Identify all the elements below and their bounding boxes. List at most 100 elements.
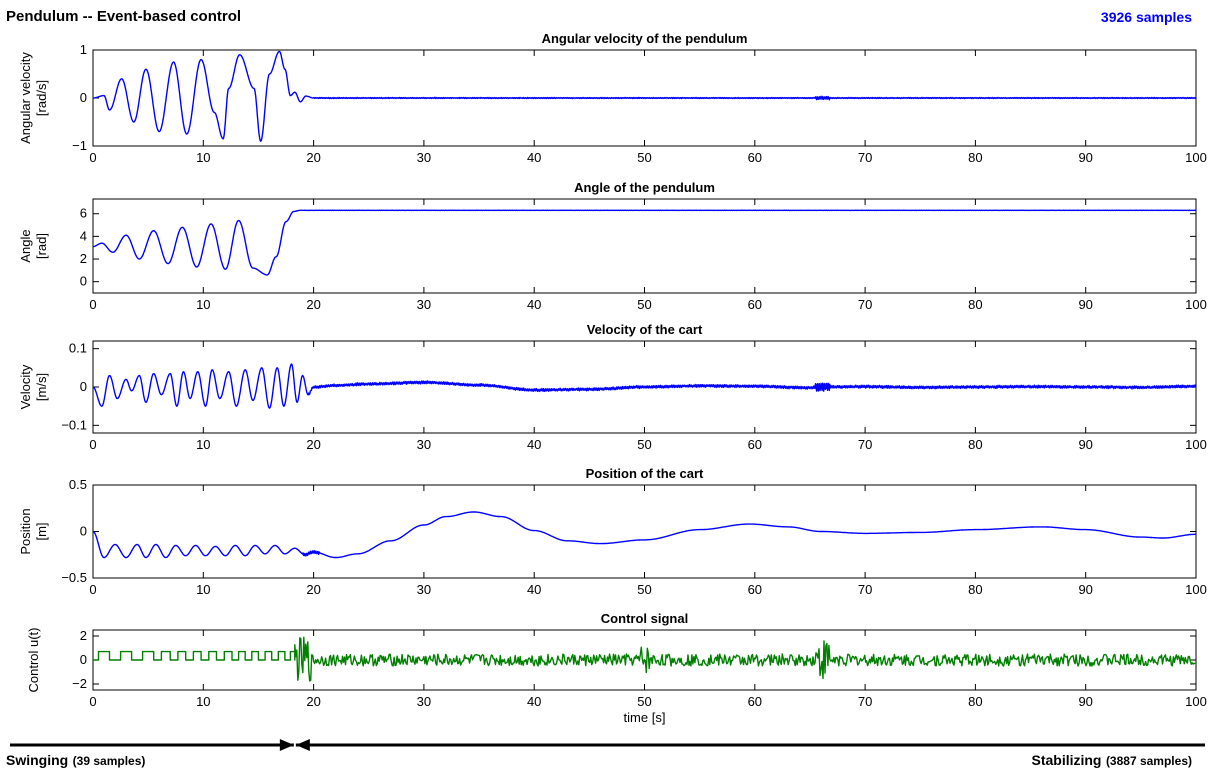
panel-3-series-line <box>92 363 1197 409</box>
panel-4-ytick-label: −0.5 <box>61 570 87 585</box>
panel-4-series-line <box>92 511 1197 559</box>
panel-5-xtick-label: 90 <box>1078 694 1092 709</box>
panel-5-xlabel: time [s] <box>624 710 666 725</box>
swinging-phase-label: Swinging (39 samples) <box>6 752 145 770</box>
panel-2-ylabel: Angle <box>18 229 33 262</box>
panel-5-xtick-label: 20 <box>306 694 320 709</box>
panel-4-xtick-label: 20 <box>306 582 320 597</box>
panel-3-xtick-label: 20 <box>306 437 320 452</box>
panel-1-xtick-label: 40 <box>527 150 541 165</box>
panel-5-ytick-label: 2 <box>80 628 87 643</box>
panel-4-xtick-label: 0 <box>89 582 96 597</box>
panel-4-title: Position of the cart <box>586 466 704 481</box>
panel-3-xtick-label: 40 <box>527 437 541 452</box>
panel-2-series-line <box>92 209 1197 276</box>
panel-3-xtick-label: 50 <box>637 437 651 452</box>
panel-4-xtick-label: 10 <box>196 582 210 597</box>
panel-5-title: Control signal <box>601 611 688 626</box>
panel-2-xtick-label: 30 <box>417 297 431 312</box>
panel-4-axes-box <box>92 484 1197 579</box>
panel-3-xtick-label: 80 <box>968 437 982 452</box>
panel-4-xtick-label: 50 <box>637 582 651 597</box>
panel-2-xtick-label: 70 <box>858 297 872 312</box>
panel-2-axes-box <box>92 198 1197 294</box>
panel-4-ytick-label: 0.5 <box>69 477 87 492</box>
panel-1-xtick-label: 10 <box>196 150 210 165</box>
panel-2-xtick-label: 0 <box>89 297 96 312</box>
panel-4-xtick-label: 30 <box>417 582 431 597</box>
panel-3-xtick-label: 10 <box>196 437 210 452</box>
stabilizing-phase-label: Stabilizing (3887 samples) <box>1031 752 1192 770</box>
panel-1-ytick-label: 1 <box>80 42 87 57</box>
panel-3-ylabel: Velocity <box>18 364 33 409</box>
panel-5-xtick-label: 100 <box>1185 694 1207 709</box>
panel-5-ytick-label: 0 <box>80 652 87 667</box>
panel-2-xtick-label: 80 <box>968 297 982 312</box>
panel-2-xtick-label: 90 <box>1078 297 1092 312</box>
panel-2-xtick-label: 50 <box>637 297 651 312</box>
panel-1-ytick-label: 0 <box>80 90 87 105</box>
panel-3-ytick-label: 0 <box>80 379 87 394</box>
panel-4-xtick-label: 60 <box>748 582 762 597</box>
panel-3-xtick-label: 100 <box>1185 437 1207 452</box>
panel-3-xtick-label: 30 <box>417 437 431 452</box>
panel-3-xtick-label: 60 <box>748 437 762 452</box>
panel-5-xtick-label: 80 <box>968 694 982 709</box>
swinging-arrowhead-icon <box>279 739 294 751</box>
stabilizing-label: Stabilizing <box>1031 752 1102 768</box>
panel-1-xtick-label: 90 <box>1078 150 1092 165</box>
panel-3-ytick-label: −0.1 <box>61 417 87 432</box>
stabilizing-count: (3887 samples) <box>1105 754 1192 768</box>
panel-1-ylabel: [rad/s] <box>34 80 49 116</box>
panel-2-ytick-label: 2 <box>80 251 87 266</box>
panel-1-xtick-label: 0 <box>89 150 96 165</box>
panel-4-ylabel: Position <box>18 508 33 554</box>
panel-2-ytick-label: 0 <box>80 274 87 289</box>
panel-1-xtick-label: 70 <box>858 150 872 165</box>
panel-1-xtick-label: 20 <box>306 150 320 165</box>
panel-3-title: Velocity of the cart <box>587 322 703 337</box>
panel-5-xtick-label: 30 <box>417 694 431 709</box>
panel-1-xtick-label: 50 <box>637 150 651 165</box>
panel-2-ytick-label: 4 <box>80 228 87 243</box>
panel-3-xtick-label: 90 <box>1078 437 1092 452</box>
panel-1-xtick-label: 100 <box>1185 150 1207 165</box>
panel-1-ylabel: Angular velocity <box>18 52 33 144</box>
panel-5-series-line <box>93 636 1196 682</box>
panel-5-xtick-label: 10 <box>196 694 210 709</box>
panel-5-xtick-label: 0 <box>89 694 96 709</box>
panel-1-xtick-label: 30 <box>417 150 431 165</box>
panel-4-ytick-label: 0 <box>80 524 87 539</box>
panel-5-xtick-label: 50 <box>637 694 651 709</box>
panel-2-xtick-label: 10 <box>196 297 210 312</box>
panel-2-ylabel: [rad] <box>34 233 49 259</box>
swinging-label: Swinging <box>6 752 69 768</box>
figure-title: Pendulum -- Event-based control <box>6 8 242 25</box>
samples-count: 3926 samples <box>1100 9 1192 25</box>
panel-4-ylabel: [m] <box>34 522 49 540</box>
panel-4-xtick-label: 70 <box>858 582 872 597</box>
stabilizing-arrowhead-icon <box>295 739 310 751</box>
panel-3-ylabel: [m/s] <box>34 373 49 401</box>
panel-1-xtick-label: 60 <box>748 150 762 165</box>
panel-1-xtick-label: 80 <box>968 150 982 165</box>
panel-4-xtick-label: 100 <box>1185 582 1207 597</box>
panel-4-xtick-label: 40 <box>527 582 541 597</box>
panel-2-xtick-label: 20 <box>306 297 320 312</box>
panel-3-xtick-label: 70 <box>858 437 872 452</box>
panel-2-ytick-label: 6 <box>80 206 87 221</box>
panel-2-xtick-label: 40 <box>527 297 541 312</box>
panel-5-xtick-label: 70 <box>858 694 872 709</box>
panel-1-ytick-label: −1 <box>72 138 87 153</box>
panel-2-title: Angle of the pendulum <box>574 180 715 195</box>
panel-3-ytick-label: 0.1 <box>69 341 87 356</box>
panel-5-ytick-label: −2 <box>72 676 87 691</box>
panel-5-xtick-label: 40 <box>527 694 541 709</box>
panel-4-xtick-label: 90 <box>1078 582 1092 597</box>
panel-4-xtick-label: 80 <box>968 582 982 597</box>
panel-5-xtick-label: 60 <box>748 694 762 709</box>
panel-1-series-line <box>92 50 1197 142</box>
panel-2-xtick-label: 100 <box>1185 297 1207 312</box>
panel-1-title: Angular velocity of the pendulum <box>542 31 748 46</box>
